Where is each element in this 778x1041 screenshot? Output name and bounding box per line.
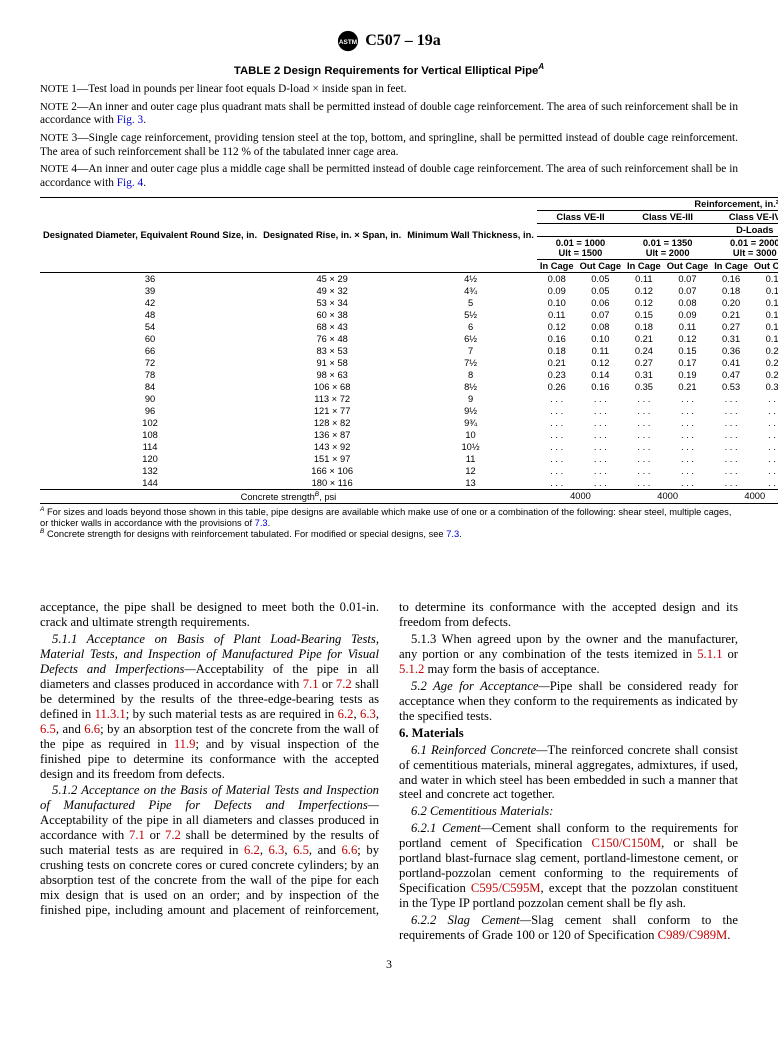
table-row: 7898 × 6380.230.140.310.190.470.27. . ..… xyxy=(40,369,778,381)
table-row: 96121 × 779½. . .. . .. . .. . .. . .. .… xyxy=(40,405,778,417)
body-text: acceptance, the pipe shall be designed t… xyxy=(40,600,738,943)
table-notes: NOTE 1—Test load in pounds per linear fo… xyxy=(40,83,738,191)
table-note: NOTE 3—Single cage reinforcement, provid… xyxy=(40,132,738,159)
table-row: 3949 × 324¾0.090.050.120.070.180.110.260… xyxy=(40,285,778,297)
col-diameter: Designated Diameter, Equivalent Round Si… xyxy=(40,197,260,272)
astm-logo-icon: ASTM xyxy=(337,30,359,52)
table-note: NOTE 4—An inner and outer cage plus a mi… xyxy=(40,163,738,190)
xref-11-3-1[interactable]: 11.3.1 xyxy=(95,707,126,721)
table-footnotes: A For sizes and loads beyond those shown… xyxy=(40,506,738,540)
table-row: 102128 × 829¾. . .. . .. . .. . .. . .. … xyxy=(40,417,778,429)
xref-7-2[interactable]: 7.2 xyxy=(336,677,352,691)
table-row: 5468 × 4360.120.080.180.110.270.160.400.… xyxy=(40,321,778,333)
link-7-3[interactable]: 7.3 xyxy=(255,518,268,528)
xref-c595[interactable]: C595/C595M xyxy=(471,881,541,895)
xref-7-1[interactable]: 7.1 xyxy=(303,677,319,691)
table-row: 6683 × 5370.180.110.240.150.360.210.550.… xyxy=(40,345,778,357)
table-row: 90113 × 729. . .. . .. . .. . .. . .. . … xyxy=(40,393,778,405)
page-number: 3 xyxy=(40,957,738,972)
table-row: 84106 × 688½0.260.160.350.210.530.32. . … xyxy=(40,381,778,393)
section-6-head: 6. Materials xyxy=(399,726,738,741)
col-rise: Designated Rise, in. × Span, in. xyxy=(260,197,404,272)
table-row: 7291 × 587½0.210.120.270.170.410.24. . .… xyxy=(40,357,778,369)
col-reinf: Reinforcement, in.²/linear ft xyxy=(537,197,778,210)
table-row: 144180 × 11613. . .. . .. . .. . .. . ..… xyxy=(40,477,778,490)
table-row: 3645 × 294½0.080.050.110.070.160.100.230… xyxy=(40,272,778,285)
table-row: 4253 × 3450.100.060.120.080.200.120.290.… xyxy=(40,297,778,309)
table-body: 3645 × 294½0.080.050.110.070.160.100.230… xyxy=(40,272,778,489)
table-row: 6076 × 486½0.160.100.210.120.310.190.470… xyxy=(40,333,778,345)
svg-text:ASTM: ASTM xyxy=(339,39,357,46)
table-row: 132166 × 10612. . .. . .. . .. . .. . ..… xyxy=(40,465,778,477)
col-wall: Minimum Wall Thickness, in. xyxy=(404,197,537,272)
table-row: 4860 × 385½0.110.070.150.090.210.120.330… xyxy=(40,309,778,321)
table-note: NOTE 2—An inner and outer cage plus quad… xyxy=(40,101,738,128)
table-row: 120151 × 9711. . .. . .. . .. . .. . .. … xyxy=(40,453,778,465)
requirements-table: Designated Diameter, Equivalent Round Si… xyxy=(40,197,778,504)
xref-c989[interactable]: C989/C989M xyxy=(658,928,728,942)
fig-link[interactable]: Fig. 3 xyxy=(117,114,143,126)
link-7-3b[interactable]: 7.3 xyxy=(446,530,459,540)
doc-header: ASTM C507 – 19a xyxy=(40,30,738,52)
xref-5-1-2[interactable]: 5.1.2 xyxy=(399,662,424,676)
table-note: NOTE 1—Test load in pounds per linear fo… xyxy=(40,83,738,97)
doc-id: C507 – 19a xyxy=(365,32,441,50)
table-title: TABLE 2 Design Requirements for Vertical… xyxy=(40,62,738,77)
xref-c150[interactable]: C150/C150M xyxy=(591,836,661,850)
table-row: 108136 × 8710. . .. . .. . .. . .. . .. … xyxy=(40,429,778,441)
fig-link[interactable]: Fig. 4 xyxy=(117,177,143,189)
concrete-label: Concrete strengthB, psi xyxy=(40,489,537,503)
table-row: 114143 × 9210½. . .. . .. . .. . .. . ..… xyxy=(40,441,778,453)
xref-5-1-1[interactable]: 5.1.1 xyxy=(697,647,722,661)
